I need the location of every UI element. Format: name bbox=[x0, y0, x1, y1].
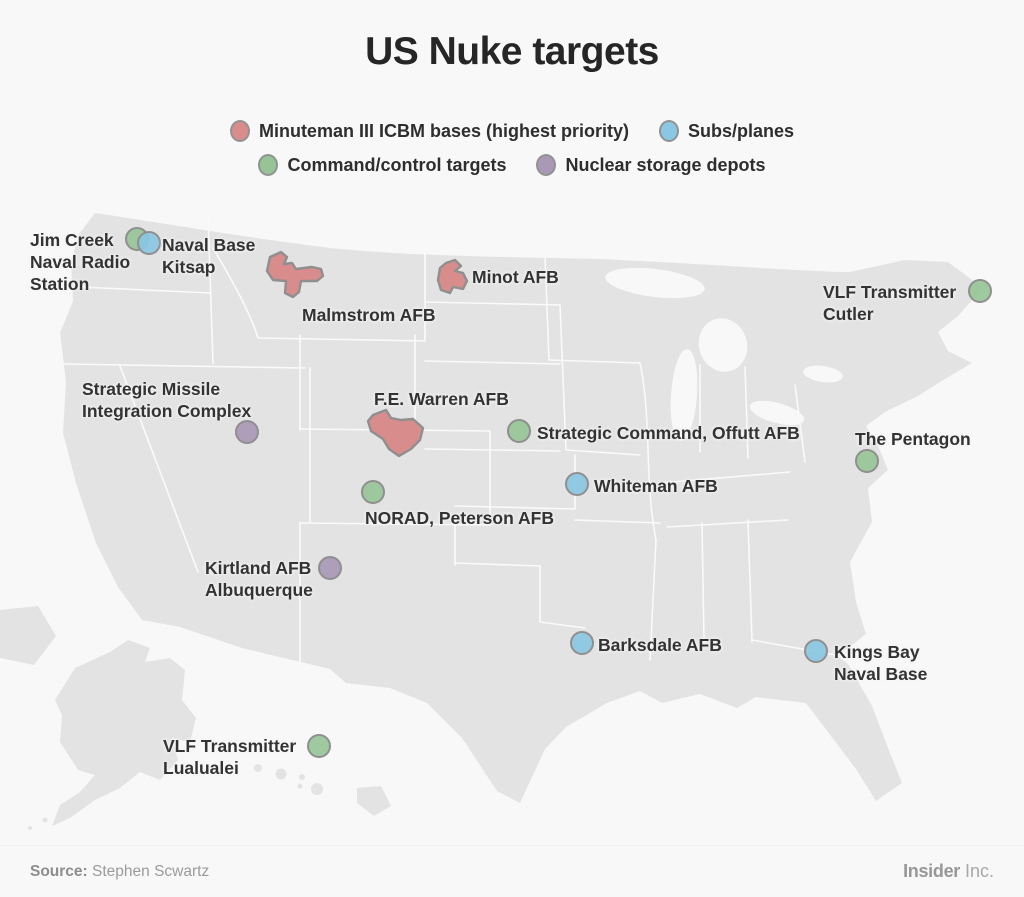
marker-norad bbox=[361, 480, 385, 504]
marker-smic bbox=[235, 420, 259, 444]
brand-bold: Insider bbox=[903, 861, 960, 881]
marker-whiteman bbox=[565, 472, 589, 496]
lake-huron bbox=[698, 318, 748, 372]
lake-superior bbox=[605, 267, 705, 299]
legend-item-storage: Nuclear storage depots bbox=[536, 154, 766, 176]
marker-malmstrom bbox=[265, 250, 325, 299]
legend-label-command: Command/control targets bbox=[287, 154, 507, 175]
marker-warren bbox=[366, 408, 425, 458]
insider-logo: Insider Inc. bbox=[903, 861, 994, 882]
marker-minot bbox=[436, 258, 469, 295]
alaska-shape bbox=[0, 606, 196, 830]
footer: Source: Stephen Scwartz Insider Inc. bbox=[0, 845, 1024, 897]
marker-cutler bbox=[968, 279, 992, 303]
brand-regular: Inc. bbox=[959, 861, 994, 881]
source-label: Source: bbox=[30, 862, 88, 880]
legend-item-icbm: Minuteman III ICBM bases (highest priori… bbox=[229, 120, 629, 142]
page-title: US Nuke targets bbox=[365, 30, 659, 73]
marker-kitsap bbox=[137, 231, 161, 255]
legend-label-icbm: Minuteman III ICBM bases (highest priori… bbox=[258, 120, 629, 141]
hawaii-islands bbox=[254, 764, 391, 816]
marker-barksdale bbox=[570, 631, 594, 655]
great-lakes bbox=[605, 267, 843, 441]
lake-michigan bbox=[670, 349, 698, 441]
lake-erie bbox=[749, 400, 805, 426]
storage-marker-icon bbox=[536, 154, 557, 176]
markers-layer bbox=[125, 227, 992, 758]
marker-lualualei bbox=[307, 734, 331, 758]
legend: Minuteman III ICBM bases (highest priori… bbox=[0, 120, 1024, 176]
legend-item-command: Command/control targets bbox=[258, 154, 506, 176]
marker-kirtland bbox=[318, 556, 342, 580]
source-credit: Source: Stephen Scwartz bbox=[30, 863, 209, 881]
legend-row-2: Command/control targets Nuclear storage … bbox=[258, 154, 766, 176]
lake-ontario bbox=[803, 365, 843, 383]
legend-item-subs: Subs/planes bbox=[659, 120, 794, 142]
marker-pentagon bbox=[855, 449, 879, 473]
command-marker-icon bbox=[258, 154, 279, 176]
icbm-marker-icon bbox=[229, 120, 250, 142]
legend-label-storage: Nuclear storage depots bbox=[565, 154, 766, 175]
legend-label-subs: Subs/planes bbox=[688, 120, 795, 141]
source-value: Stephen Scwartz bbox=[87, 862, 210, 880]
legend-row-1: Minuteman III ICBM bases (highest priori… bbox=[229, 120, 794, 142]
subs-marker-icon bbox=[659, 120, 679, 142]
marker-kingsbay bbox=[804, 639, 828, 663]
marker-offutt bbox=[507, 419, 531, 443]
